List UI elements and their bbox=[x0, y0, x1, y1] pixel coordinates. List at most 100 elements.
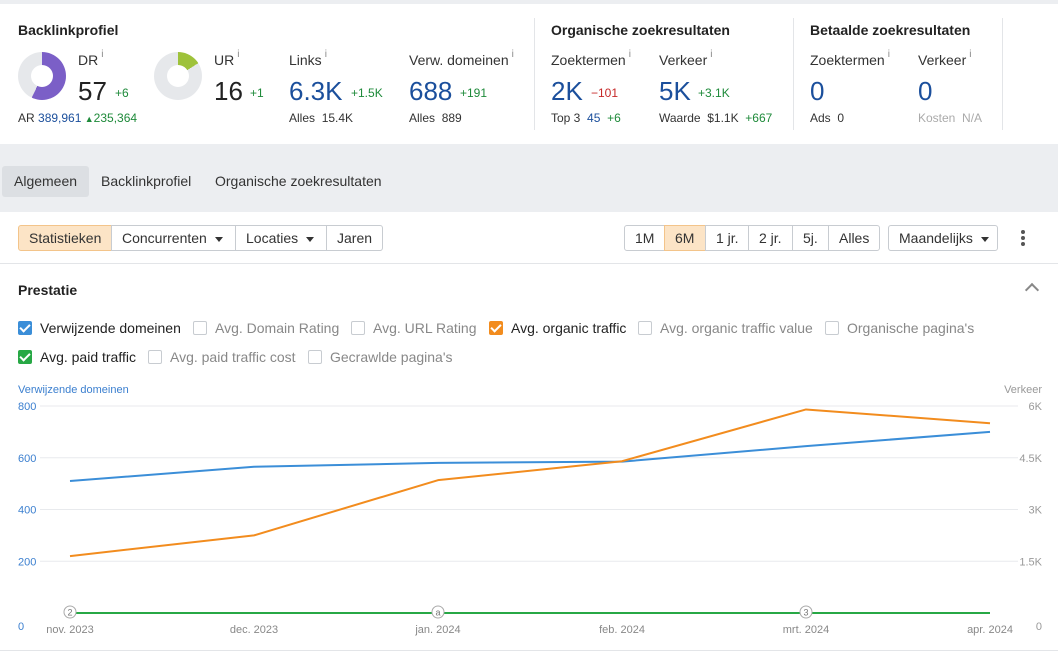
dr-label[interactable]: DR i bbox=[78, 49, 104, 68]
left-axis-title: Verwijzende domeinen bbox=[18, 384, 129, 396]
paid-traffic-value[interactable]: 0 bbox=[918, 76, 933, 106]
overview-panel: Statistieken Concurrenten Locaties Jaren… bbox=[0, 212, 1058, 656]
caret-down-icon bbox=[980, 236, 989, 242]
info-icon[interactable]: i bbox=[101, 49, 104, 60]
metrics-card: Backlinkprofiel DR i 57 +6 AR 389,961 ▲23… bbox=[0, 4, 1058, 144]
divider bbox=[0, 263, 1058, 264]
links-value[interactable]: 6.3K bbox=[289, 76, 343, 106]
x-tick-label: dec. 2023 bbox=[230, 624, 278, 636]
info-icon[interactable]: i bbox=[237, 49, 240, 60]
checkbox-icon bbox=[825, 321, 839, 335]
divider bbox=[1002, 18, 1003, 130]
tab-backlinkprofiel[interactable]: Backlinkprofiel bbox=[101, 173, 192, 189]
jaren-button[interactable]: Jaren bbox=[326, 225, 383, 251]
organic-value: Waarde $1.1K +667 bbox=[659, 111, 773, 125]
left-tick-label: 800 bbox=[18, 401, 36, 413]
x-tick-label: apr. 2024 bbox=[967, 624, 1013, 636]
info-icon[interactable]: i bbox=[887, 49, 890, 60]
paid-cost: Kosten N/A bbox=[918, 111, 983, 125]
ref-domains-delta: +191 bbox=[460, 86, 488, 100]
checkbox-icon bbox=[489, 321, 503, 335]
locaties-dropdown[interactable]: Locaties bbox=[235, 225, 327, 251]
arrow-up-icon: ▲ bbox=[84, 114, 94, 124]
organic-keywords-label[interactable]: Zoektermen i bbox=[551, 49, 631, 68]
annotation-marker bbox=[63, 605, 77, 619]
backlink-section-title: Backlinkprofiel bbox=[18, 22, 119, 38]
checkbox-icon bbox=[351, 321, 365, 335]
right-axis-title: Verkeer bbox=[1004, 384, 1042, 396]
x-tick-label: feb. 2024 bbox=[599, 624, 645, 636]
performance-chart: 0 200 400 600 800 0 1.5K 3K 4.5K 6K nov. 2023 dec. … bbox=[18, 401, 1043, 636]
ref-domains-value[interactable]: 688 bbox=[409, 76, 453, 106]
info-icon[interactable]: i bbox=[324, 49, 327, 60]
right-tick-label: 1.5K bbox=[1019, 556, 1042, 568]
prestatie-title: Prestatie bbox=[18, 282, 78, 298]
organic-section-title: Organische zoekresultaten bbox=[551, 22, 730, 38]
paid-keywords-label[interactable]: Zoektermen i bbox=[810, 49, 890, 68]
info-icon[interactable]: i bbox=[628, 49, 631, 60]
checkbox-icon bbox=[148, 350, 162, 364]
ref-domains-label[interactable]: Verw. domeinen i bbox=[409, 49, 514, 68]
tab-algemeen[interactable]: Algemeen bbox=[2, 166, 90, 197]
organic-traffic-label[interactable]: Verkeer i bbox=[659, 49, 713, 68]
ur-delta: +1 bbox=[250, 86, 264, 100]
divider bbox=[0, 650, 1058, 651]
organic-top3: Top 3 45 +6 bbox=[551, 111, 621, 125]
links-label[interactable]: Links i bbox=[289, 49, 327, 68]
links-delta: +1.5K bbox=[351, 86, 383, 100]
series-line bbox=[69, 430, 991, 483]
range-1y-button[interactable]: 1 jr. bbox=[705, 225, 749, 251]
ref-domains-sub: Alles 889 bbox=[409, 111, 462, 125]
annotation-label: 3 bbox=[803, 608, 808, 618]
statistieken-button[interactable]: Statistieken bbox=[18, 225, 112, 251]
x-tick-label: mrt. 2024 bbox=[783, 624, 829, 636]
info-icon[interactable]: i bbox=[969, 49, 972, 60]
left-tick-label: 200 bbox=[18, 556, 36, 568]
ar-delta: ▲235,364 bbox=[84, 111, 138, 125]
dr-delta: +6 bbox=[115, 86, 129, 100]
dr-donut-chart bbox=[18, 52, 66, 100]
more-options-icon[interactable] bbox=[1020, 230, 1026, 248]
right-tick-label: 3K bbox=[1029, 505, 1043, 517]
series-line bbox=[69, 408, 991, 558]
right-tick-label: 4.5K bbox=[1019, 453, 1042, 465]
annotation-marker bbox=[431, 605, 445, 619]
tab-organische-zoekresultaten[interactable]: Organische zoekresultaten bbox=[215, 173, 382, 189]
range-2y-button[interactable]: 2 jr. bbox=[748, 225, 793, 251]
divider bbox=[534, 18, 535, 130]
info-icon[interactable]: i bbox=[710, 49, 713, 60]
checkbox-icon bbox=[18, 321, 32, 335]
range-1m-button[interactable]: 1M bbox=[624, 225, 665, 251]
annotation-marker bbox=[799, 605, 813, 619]
organic-keywords-value[interactable]: 2K bbox=[551, 76, 583, 106]
left-tick-label: 0 bbox=[18, 621, 24, 633]
left-tick-label: 400 bbox=[18, 505, 36, 517]
caret-down-icon bbox=[306, 236, 315, 242]
organic-traffic-value[interactable]: 5K bbox=[659, 76, 691, 106]
x-tick-label: jan. 2024 bbox=[414, 624, 460, 636]
paid-section-title: Betaalde zoekresultaten bbox=[810, 22, 971, 38]
ur-value: 16 bbox=[214, 76, 243, 106]
range-all-button[interactable]: Alles bbox=[828, 225, 880, 251]
info-icon[interactable]: i bbox=[511, 49, 514, 60]
links-sub: Alles 15.4K bbox=[289, 111, 354, 125]
checkbox-icon bbox=[638, 321, 652, 335]
ur-label[interactable]: UR i bbox=[214, 49, 240, 68]
right-tick-label: 0 bbox=[1036, 621, 1042, 633]
paid-traffic-label[interactable]: Verkeer i bbox=[918, 49, 972, 68]
checkbox-icon bbox=[18, 350, 32, 364]
ar-value: 389,961 bbox=[38, 111, 82, 125]
paid-keywords-value[interactable]: 0 bbox=[810, 76, 825, 106]
divider bbox=[793, 18, 794, 130]
range-6m-button[interactable]: 6M bbox=[664, 225, 706, 251]
organic-keywords-delta: −101 bbox=[591, 86, 619, 100]
ur-donut-chart bbox=[154, 52, 202, 100]
organic-traffic-delta: +3.1K bbox=[698, 86, 730, 100]
checkbox-icon bbox=[308, 350, 322, 364]
interval-dropdown[interactable]: Maandelijks bbox=[888, 225, 998, 251]
checkbox-icon bbox=[193, 321, 207, 335]
left-tick-label: 600 bbox=[18, 453, 36, 465]
ar-row: AR 389,961 ▲235,364 bbox=[18, 111, 138, 125]
right-tick-label: 6K bbox=[1029, 401, 1043, 413]
dr-value: 57 bbox=[78, 76, 107, 106]
